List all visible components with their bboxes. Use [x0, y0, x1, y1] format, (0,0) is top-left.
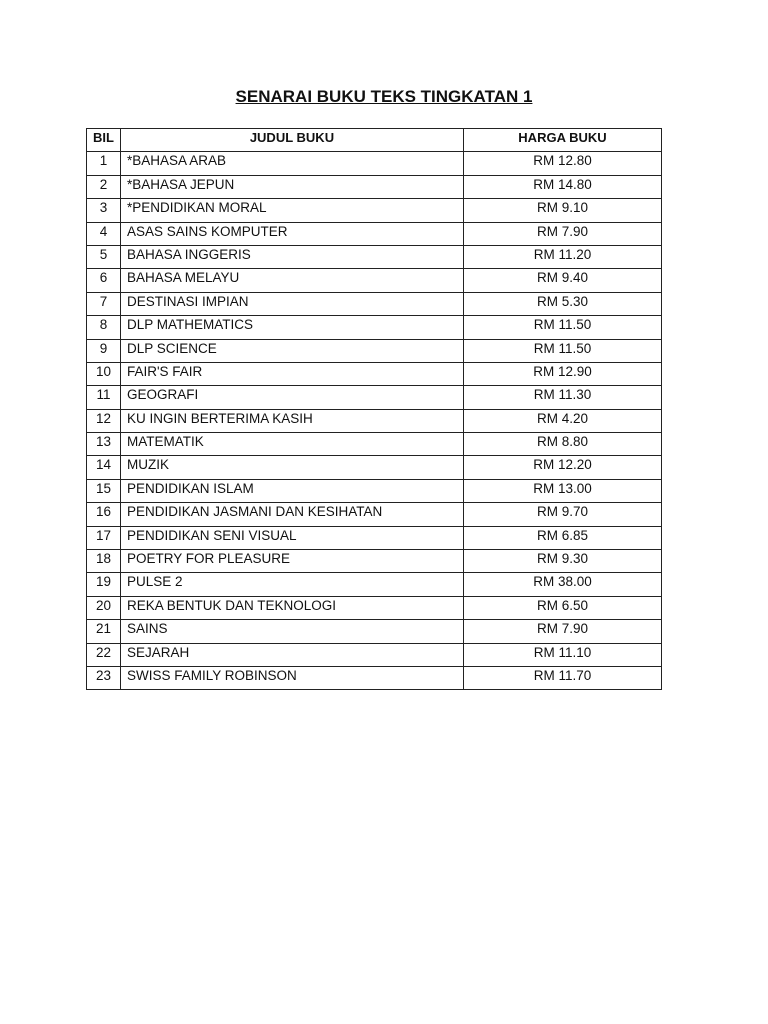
cell-bil: 23 [86, 665, 121, 691]
cell-judul: POETRY FOR PLEASURE [119, 549, 464, 574]
cell-bil: 7 [86, 291, 121, 317]
cell-bil: 16 [86, 502, 121, 527]
cell-bil: 8 [86, 315, 121, 340]
cell-harga: RM 11.10 [462, 642, 663, 667]
cell-bil: 10 [86, 361, 121, 387]
cell-bil: 19 [86, 572, 121, 597]
cell-bil: 2 [86, 174, 121, 200]
table-row: 20 REKA BENTUK DAN TEKNOLOGI RM 6.50 [86, 595, 663, 621]
cell-judul: BAHASA MELAYU [119, 268, 464, 293]
cell-bil: 14 [86, 455, 121, 480]
cell-harga: RM 5.30 [462, 291, 663, 317]
table-row: 7 DESTINASI IMPIAN RM 5.30 [86, 291, 663, 317]
cell-harga: RM 6.85 [462, 525, 663, 551]
document-title: SENARAI BUKU TEKS TINGKATAN 1 [235, 87, 533, 106]
cell-bil: 6 [86, 268, 121, 293]
table-header-row: BIL JUDUL BUKU HARGA BUKU [86, 127, 663, 153]
cell-judul: SAINS [119, 619, 464, 644]
cell-harga: RM 6.50 [462, 595, 663, 621]
cell-bil: 15 [86, 478, 121, 504]
cell-harga: RM 11.70 [462, 665, 663, 691]
table-row: 4 ASAS SAINS KOMPUTER RM 7.90 [86, 221, 663, 246]
cell-bil: 11 [86, 385, 121, 410]
cell-bil: 21 [86, 619, 121, 644]
cell-judul: ASAS SAINS KOMPUTER [119, 221, 464, 246]
cell-judul: REKA BENTUK DAN TEKNOLOGI [119, 595, 464, 621]
textbook-table: BIL JUDUL BUKU HARGA BUKU 1 *BAHASA ARAB R… [86, 127, 663, 691]
table-row: 5 BAHASA INGGERIS RM 11.20 [86, 244, 663, 270]
cell-judul: BAHASA INGGERIS [119, 244, 464, 270]
cell-harga: RM 12.80 [462, 151, 663, 176]
cell-harga: RM 11.30 [462, 385, 663, 410]
cell-harga: RM 9.40 [462, 268, 663, 293]
cell-judul: PENDIDIKAN SENI VISUAL [119, 525, 464, 551]
cell-judul: *BAHASA JEPUN [119, 174, 464, 200]
cell-judul: SEJARAH [119, 642, 464, 667]
cell-judul: DLP MATHEMATICS [119, 315, 464, 340]
cell-harga: RM 9.70 [462, 502, 663, 527]
table-row: 22 SEJARAH RM 11.10 [86, 642, 663, 667]
cell-bil: 13 [86, 432, 121, 457]
cell-harga: RM 11.20 [462, 244, 663, 270]
cell-harga: RM 12.90 [462, 361, 663, 387]
cell-judul: DESTINASI IMPIAN [119, 291, 464, 317]
table-row: 3 *PENDIDIKAN MORAL RM 9.10 [86, 198, 663, 223]
table-row: 23 SWISS FAMILY ROBINSON RM 11.70 [86, 665, 663, 691]
cell-judul: PENDIDIKAN JASMANI DAN KESIHATAN [119, 502, 464, 527]
cell-harga: RM 7.90 [462, 221, 663, 246]
cell-harga: RM 4.20 [462, 408, 663, 434]
cell-judul: GEOGRAFI [119, 385, 464, 410]
table-row: 2 *BAHASA JEPUN RM 14.80 [86, 174, 663, 200]
header-harga-buku: HARGA BUKU [462, 127, 663, 153]
table-row: 16 PENDIDIKAN JASMANI DAN KESIHATAN RM 9.7… [86, 502, 663, 527]
cell-bil: 3 [86, 198, 121, 223]
cell-judul: KU INGIN BERTERIMA KASIH [119, 408, 464, 434]
cell-bil: 20 [86, 595, 121, 621]
table-row: 12 KU INGIN BERTERIMA KASIH RM 4.20 [86, 408, 663, 434]
table-row: 21 SAINS RM 7.90 [86, 619, 663, 644]
cell-harga: RM 11.50 [462, 338, 663, 363]
cell-harga: RM 13.00 [462, 478, 663, 504]
table-row: 13 MATEMATIK RM 8.80 [86, 432, 663, 457]
cell-bil: 12 [86, 408, 121, 434]
table-row: 8 DLP MATHEMATICS RM 11.50 [86, 315, 663, 340]
cell-judul: MATEMATIK [119, 432, 464, 457]
cell-harga: RM 7.90 [462, 619, 663, 644]
cell-judul: *BAHASA ARAB [119, 151, 464, 176]
table-row: 14 MUZIK RM 12.20 [86, 455, 663, 480]
table-row: 19 PULSE 2 RM 38.00 [86, 572, 663, 597]
header-judul-buku: JUDUL BUKU [119, 127, 464, 153]
table-row: 18 POETRY FOR PLEASURE RM 9.30 [86, 549, 663, 574]
table-row: 15 PENDIDIKAN ISLAM RM 13.00 [86, 478, 663, 504]
cell-judul: *PENDIDIKAN MORAL [119, 198, 464, 223]
cell-judul: SWISS FAMILY ROBINSON [119, 665, 464, 691]
cell-harga: RM 38.00 [462, 572, 663, 597]
header-bil: BIL [86, 127, 121, 153]
cell-harga: RM 14.80 [462, 174, 663, 200]
cell-harga: RM 11.50 [462, 315, 663, 340]
cell-harga: RM 12.20 [462, 455, 663, 480]
cell-bil: 4 [86, 221, 121, 246]
table-row: 1 *BAHASA ARAB RM 12.80 [86, 151, 663, 176]
cell-judul: PULSE 2 [119, 572, 464, 597]
table-row: 10 FAIR'S FAIR RM 12.90 [86, 361, 663, 387]
cell-bil: 22 [86, 642, 121, 667]
table-row: 6 BAHASA MELAYU RM 9.40 [86, 268, 663, 293]
cell-bil: 1 [86, 151, 121, 176]
table-row: 11 GEOGRAFI RM 11.30 [86, 385, 663, 410]
cell-bil: 17 [86, 525, 121, 551]
table-row: 9 DLP SCIENCE RM 11.50 [86, 338, 663, 363]
cell-judul: DLP SCIENCE [119, 338, 464, 363]
cell-bil: 9 [86, 338, 121, 363]
cell-judul: PENDIDIKAN ISLAM [119, 478, 464, 504]
cell-harga: RM 9.10 [462, 198, 663, 223]
cell-harga: RM 8.80 [462, 432, 663, 457]
cell-judul: MUZIK [119, 455, 464, 480]
cell-bil: 18 [86, 549, 121, 574]
cell-bil: 5 [86, 244, 121, 270]
cell-harga: RM 9.30 [462, 549, 663, 574]
table-row: 17 PENDIDIKAN SENI VISUAL RM 6.85 [86, 525, 663, 551]
cell-judul: FAIR'S FAIR [119, 361, 464, 387]
